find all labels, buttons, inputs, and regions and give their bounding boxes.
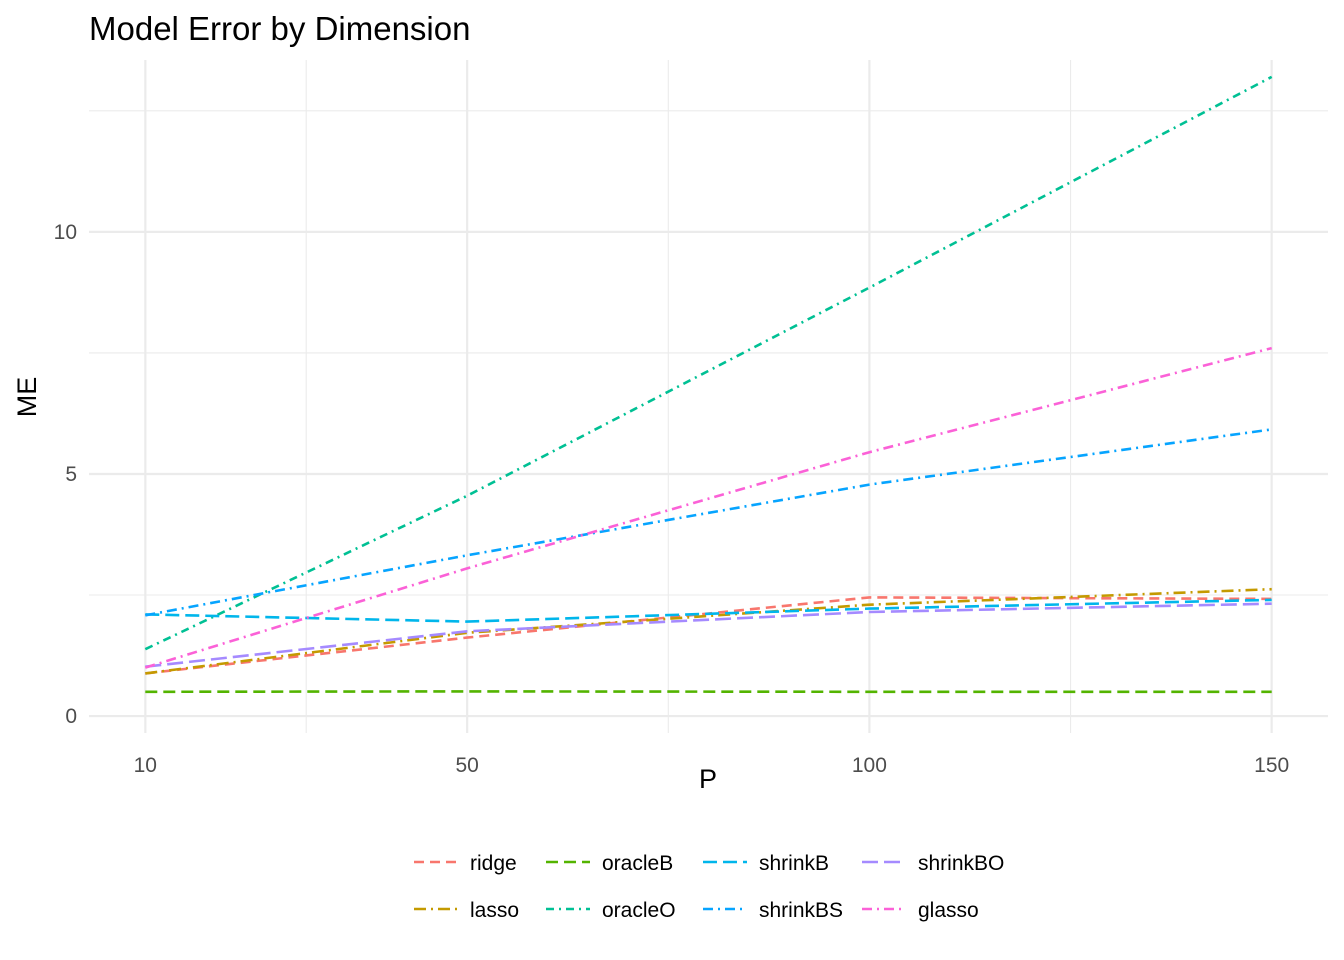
x-tick-label: 10 — [134, 754, 157, 777]
y-tick-label: 10 — [54, 221, 77, 244]
y-tick-label: 0 — [65, 705, 77, 728]
x-tick-label: 100 — [852, 754, 887, 777]
legend-label-shrinkB: shrinkB — [759, 852, 829, 875]
legend-item-shrinkB: shrinkB — [703, 852, 829, 875]
legend-item-shrinkBO: shrinkBO — [862, 852, 1004, 875]
x-tick-label: 150 — [1254, 754, 1289, 777]
series-layer — [144, 75, 1273, 694]
legend-label-oracleB: oracleB — [602, 852, 673, 875]
series-line-shrinkBO — [145, 602, 1272, 668]
grid — [89, 60, 1328, 733]
series-line-oracleO — [144, 75, 1273, 651]
legend-item-shrinkBS: shrinkBS — [703, 899, 843, 922]
legend-label-shrinkBO: shrinkBO — [918, 852, 1004, 875]
legend-item-oracleB: oracleB — [546, 852, 673, 875]
x-axis-title: P — [699, 764, 717, 794]
y-axis-title: ME — [12, 377, 42, 418]
legend-label-glasso: glasso — [918, 899, 979, 922]
legend-label-lasso: lasso — [470, 899, 519, 922]
x-axis-ticks: 10 50 100 150 — [134, 754, 1290, 777]
y-axis-ticks: 0 5 10 — [54, 221, 77, 728]
legend: ridge lasso oracleB oracleO shrinkB shrinkBS s… — [414, 852, 1004, 922]
series-line-shrinkBS — [145, 428, 1272, 617]
legend-label-shrinkBS: shrinkBS — [759, 899, 843, 922]
legend-item-oracleO: oracleO — [546, 899, 676, 922]
x-tick-label: 50 — [455, 754, 478, 777]
legend-item-ridge: ridge — [414, 852, 517, 875]
series-line-lasso — [145, 587, 1272, 675]
series-line-shrinkB — [145, 598, 1272, 623]
legend-item-lasso: lasso — [414, 899, 519, 922]
legend-label-ridge: ridge — [470, 852, 517, 875]
legend-label-oracleO: oracleO — [602, 899, 676, 922]
legend-item-glasso: glasso — [862, 899, 979, 922]
series-line-ridge — [145, 596, 1272, 675]
chart-title: Model Error by Dimension — [89, 10, 470, 47]
y-tick-label: 5 — [65, 463, 77, 486]
